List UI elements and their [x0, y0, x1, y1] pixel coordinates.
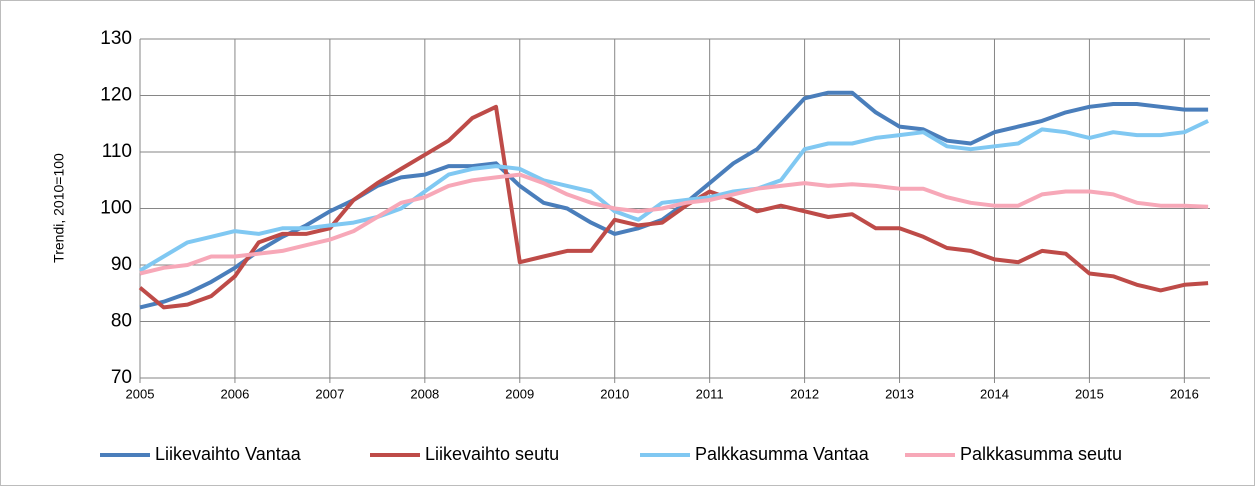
y-tick-label: 100	[100, 198, 132, 219]
series-line	[138, 104, 1209, 310]
y-tick-label: 110	[102, 141, 132, 162]
x-tick-label: 2007	[315, 386, 344, 401]
series-line	[139, 90, 1209, 310]
y-tick-label: 70	[111, 367, 132, 388]
x-tick-label: 2012	[790, 386, 819, 401]
x-tick-label: 2010	[600, 386, 629, 401]
y-tick-label: 90	[111, 254, 132, 275]
legend-label: Liikevaihto seutu	[425, 444, 559, 464]
legend-label: Liikevaihto Vantaa	[155, 444, 302, 464]
x-tick-label: 2016	[1170, 386, 1199, 401]
series-line	[138, 119, 1209, 273]
series-line	[139, 172, 1209, 276]
y-tick-label: 80	[111, 311, 132, 332]
y-tick-label: 130	[100, 28, 132, 49]
x-tick-label: 2011	[696, 386, 724, 401]
x-tick-label: 2015	[1075, 386, 1104, 401]
x-tick-label: 2006	[220, 386, 249, 401]
legend-label: Palkkasumma Vantaa	[695, 444, 870, 464]
x-tick-label: 2014	[980, 386, 1009, 401]
x-tick-label: 2009	[505, 386, 534, 401]
legend-label: Palkkasumma seutu	[960, 444, 1122, 464]
y-axis-label: Trendi, 2010=100	[51, 153, 67, 263]
x-tick-label: 2008	[410, 386, 439, 401]
x-tick-label: 2005	[126, 386, 155, 401]
x-tick-label: 2013	[885, 386, 914, 401]
y-tick-label: 120	[100, 85, 132, 106]
